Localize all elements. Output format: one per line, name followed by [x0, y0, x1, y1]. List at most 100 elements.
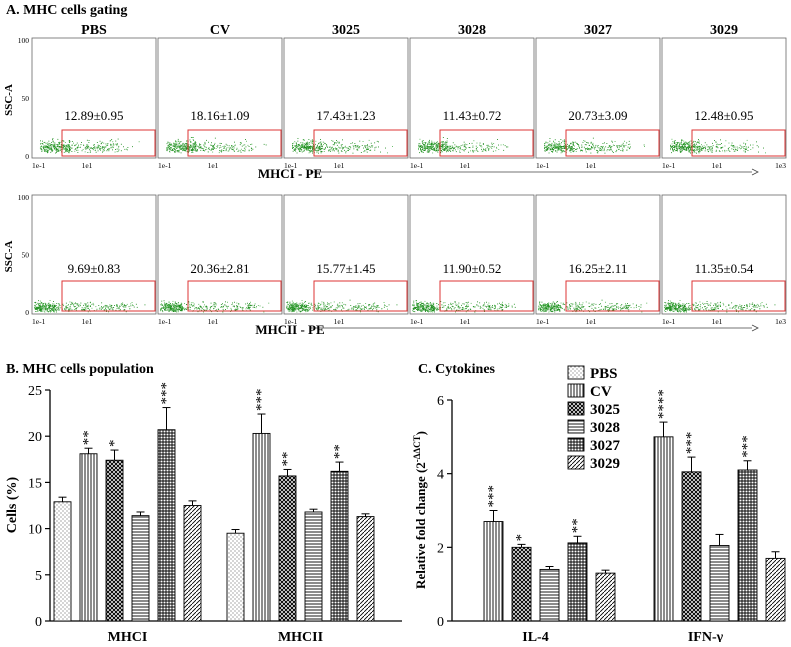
scatter-point [318, 150, 319, 151]
scatter-point [562, 146, 563, 147]
scatter-point [697, 142, 698, 143]
scatter-point [45, 151, 46, 152]
scatter-point [605, 306, 606, 307]
scatter-point [570, 308, 571, 309]
scatter-point [203, 306, 204, 307]
scatter-point [312, 307, 313, 308]
scatter-point [624, 145, 625, 146]
scatter-point [67, 307, 68, 308]
scatter-point [195, 141, 196, 142]
scatter-point [246, 307, 247, 308]
scatter-point [746, 149, 747, 150]
scatter-point [665, 306, 666, 307]
scatter-point [174, 304, 175, 305]
scatter-point [624, 141, 625, 142]
scatter-point [376, 307, 377, 308]
scatter-point [553, 149, 554, 150]
scatter-point [422, 305, 423, 306]
scatter-point [679, 304, 680, 305]
scatter-point [462, 307, 463, 308]
scatter-point [368, 149, 369, 150]
scatter-point [233, 306, 234, 307]
scatter-point [507, 147, 508, 148]
scatter-point [287, 306, 288, 307]
scatter-point [441, 144, 442, 145]
scatter-point [540, 308, 541, 309]
scatter-point [167, 304, 168, 305]
scatter-point [179, 143, 180, 144]
scatter-point [191, 147, 192, 148]
scatter-point [612, 306, 613, 307]
scatter-point [733, 149, 734, 150]
scatter-point [461, 145, 462, 146]
scatter-point [180, 142, 181, 143]
scatter-point [88, 308, 89, 309]
x-tick-label: 1e1 [208, 317, 219, 326]
scatter-point [682, 306, 683, 307]
scatter-point [387, 309, 388, 310]
scatter-point [331, 148, 332, 149]
scatter-point [350, 147, 351, 148]
scatter-point [75, 303, 76, 304]
scatter-point [377, 141, 378, 142]
scatter-point [420, 143, 421, 144]
scatter-point [425, 150, 426, 151]
scatter-point [229, 150, 230, 151]
scatter-point [426, 305, 427, 306]
scatter-point [551, 305, 552, 306]
scatter-point [87, 305, 88, 306]
scatter-point [550, 311, 551, 312]
scatter-point [40, 148, 41, 149]
flow-plot-frame [410, 195, 534, 314]
scatter-point [85, 147, 86, 148]
scatter-point [334, 309, 335, 310]
scatter-point [436, 150, 437, 151]
scatter-point [364, 307, 365, 308]
scatter-point [126, 305, 127, 306]
scatter-point [67, 151, 68, 152]
scatter-point [206, 149, 207, 150]
scatter-point [307, 307, 308, 308]
scatter-point [707, 149, 708, 150]
scatter-point [550, 303, 551, 304]
scatter-point [574, 146, 575, 147]
scatter-point [306, 307, 307, 308]
scatter-point [294, 304, 295, 305]
scatter-point [77, 303, 78, 304]
scatter-point [616, 303, 617, 304]
scatter-point [113, 143, 114, 144]
scatter-point [139, 141, 140, 142]
scatter-point [497, 304, 498, 305]
scatter-point [192, 137, 193, 138]
scatter-point [468, 302, 469, 303]
scatter-point [323, 149, 324, 150]
scatter-point [182, 147, 183, 148]
scatter-point [476, 148, 477, 149]
scatter-point [326, 309, 327, 310]
scatter-point [193, 137, 194, 138]
scatter-point [568, 308, 569, 309]
scatter-point [717, 147, 718, 148]
scatter-point [568, 309, 569, 310]
scatter-point [241, 149, 242, 150]
scatter-point [40, 144, 41, 145]
scatter-point [593, 305, 594, 306]
scatter-point [579, 306, 580, 307]
scatter-point [54, 143, 55, 144]
scatter-point [683, 143, 684, 144]
scatter-point [426, 308, 427, 309]
scatter-point [227, 306, 228, 307]
scatter-point [303, 303, 304, 304]
scatter-point [413, 302, 414, 303]
scatter-point [167, 307, 168, 308]
scatter-point [423, 304, 424, 305]
scatter-point [45, 147, 46, 148]
scatter-point [560, 307, 561, 308]
scatter-point [757, 145, 758, 146]
scatter-point [673, 151, 674, 152]
scatter-point [65, 150, 66, 151]
scatter-point [242, 150, 243, 151]
scatter-point [672, 141, 673, 142]
scatter-point [318, 153, 319, 154]
scatter-point [673, 150, 674, 151]
